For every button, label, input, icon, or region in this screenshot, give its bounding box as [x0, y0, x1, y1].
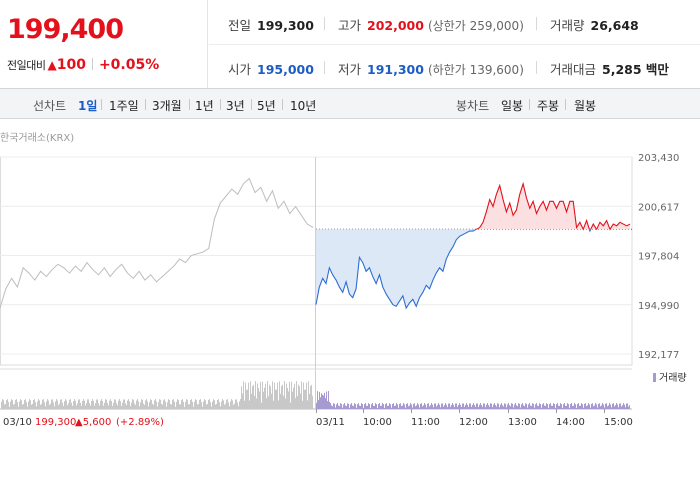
divider — [251, 99, 252, 110]
divider — [565, 99, 566, 110]
stat-open: 시가 195,000 — [228, 59, 314, 78]
prev-day-line — [0, 177, 314, 309]
period-1y[interactable]: 1년 — [195, 99, 214, 113]
below-prev-close-fill — [316, 229, 630, 309]
quote-header: 199,400 전일대비 ▲100 +0.05% 전일 199,300 고가 202,0… — [0, 0, 700, 89]
today-line-up — [475, 181, 631, 230]
line-chart-label: 선차트 — [33, 99, 67, 113]
prev-day-pct: (+2.89%) — [116, 417, 164, 428]
stat-value: 26,648 — [590, 18, 639, 33]
volume-legend-label: 거래량 — [659, 372, 687, 384]
divider — [324, 61, 325, 74]
above-prev-close-fill — [476, 183, 630, 230]
y-tick-label: 192,177 — [638, 350, 679, 361]
candle-monthly[interactable]: 월봉 — [574, 99, 597, 113]
divider — [324, 17, 325, 30]
stat-label: 시가 — [228, 62, 252, 77]
today-line-down — [315, 229, 611, 310]
y-tick-label: 203,430 — [638, 153, 679, 164]
period-1w[interactable]: 1주일 — [109, 99, 139, 113]
divider — [189, 99, 190, 110]
divider — [145, 99, 146, 110]
stat-value: 195,000 — [257, 62, 314, 77]
area-fill — [316, 183, 630, 309]
stat-value: 199,300 — [257, 18, 314, 33]
period-3m[interactable]: 3개월 — [152, 99, 182, 113]
x-tick-label: 11:00 — [411, 417, 440, 428]
stat-amount: 거래대금 5,285 백만 — [550, 59, 669, 78]
row-divider — [209, 44, 700, 45]
x-axis: 03/11 10:00 11:00 12:00 13:00 14:00 15:00 — [316, 409, 633, 428]
stat-volume: 거래량 26,648 — [550, 15, 639, 34]
data-source-label: 한국거래소(KRX) — [0, 132, 74, 144]
stat-label: 거래대금 — [550, 62, 597, 77]
y-tick-label: 194,990 — [638, 301, 679, 312]
x-tick-label: 13:00 — [508, 417, 537, 428]
candle-daily[interactable]: 일봉 — [501, 99, 524, 113]
stat-prev-close: 전일 199,300 — [228, 15, 314, 34]
period-3y[interactable]: 3년 — [226, 99, 245, 113]
candle-chart-label: 봉차트 — [456, 99, 490, 113]
divider — [220, 99, 221, 110]
price-chart: 한국거래소(KRX) 203,430 200,617 197,804 194,990 1… — [0, 132, 687, 428]
change-value: 100 — [56, 57, 86, 73]
period-5y[interactable]: 5년 — [257, 99, 276, 113]
stat-label: 전일 — [228, 18, 252, 33]
stat-value: 202,000 — [367, 18, 424, 33]
period-10y[interactable]: 10년 — [290, 99, 317, 113]
divider — [536, 61, 537, 74]
divider — [282, 99, 283, 110]
y-tick-label: 197,804 — [638, 252, 679, 263]
x-tick-label: 12:00 — [459, 417, 488, 428]
divider — [529, 99, 530, 110]
divider — [91, 58, 93, 70]
stat-high: 고가 202,000 (상한가 259,000) — [338, 15, 524, 34]
change-label: 전일대비 — [7, 59, 46, 72]
change-percent: +0.05% — [98, 57, 160, 73]
y-tick-label: 200,617 — [638, 202, 679, 213]
prev-day-price: 199,300 — [35, 417, 76, 428]
volume-panel — [0, 368, 632, 410]
stat-label: 고가 — [338, 18, 362, 33]
prev-day-label: 03/10 199,300 ▲5,600 (+2.89%) — [3, 417, 164, 428]
price-change-row: 전일대비 ▲100 +0.05% — [7, 54, 159, 73]
x-tick-label: 15:00 — [604, 417, 633, 428]
x-tick-label: 10:00 — [363, 417, 392, 428]
x-tick-label: 03/11 — [316, 417, 345, 428]
up-triangle-icon: ▲ — [47, 58, 57, 72]
current-price: 199,400 — [7, 14, 124, 45]
stat-label: 거래량 — [550, 18, 585, 33]
candle-weekly[interactable]: 주봉 — [537, 99, 560, 113]
volume-legend-swatch — [653, 373, 656, 382]
y-axis: 203,430 200,617 197,804 194,990 192,177 — [638, 153, 679, 361]
stat-value: 5,285 백만 — [602, 62, 669, 77]
divider — [536, 17, 537, 30]
stat-low: 저가 191,300 (하한가 139,600) — [338, 59, 524, 78]
chart-period-bar: 선차트 1일 1주일 3개월 1년 3년 5년 10년 봉차트 일봉 주봉 월봉 — [0, 89, 700, 119]
price-summary: 199,400 전일대비 ▲100 +0.05% — [0, 0, 208, 88]
period-1d[interactable]: 1일 — [78, 99, 98, 113]
prev-day-date: 03/10 — [3, 417, 32, 428]
x-tick-label: 14:00 — [556, 417, 585, 428]
divider — [101, 99, 102, 110]
stat-sub: (하한가 139,600) — [427, 63, 524, 77]
stat-label: 저가 — [338, 62, 362, 77]
prev-day-change: ▲5,600 — [75, 417, 111, 428]
stat-sub: (상한가 259,000) — [427, 19, 524, 33]
stat-value: 191,300 — [367, 62, 424, 77]
price-series — [0, 177, 631, 310]
